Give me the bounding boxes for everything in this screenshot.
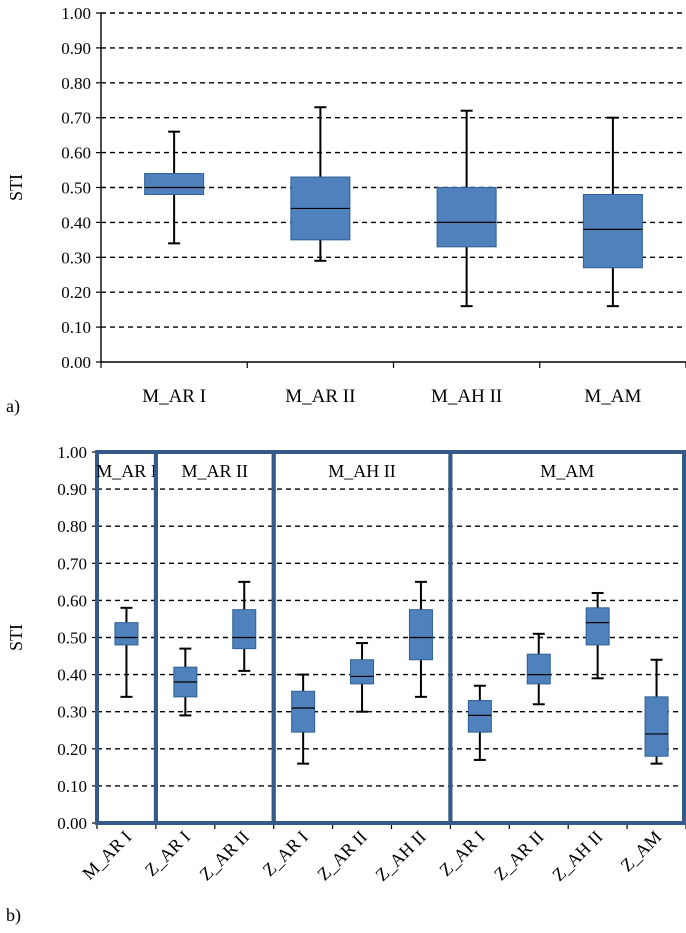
y-tick-label: 0.10 xyxy=(61,318,91,337)
y-tick-label: 0.10 xyxy=(57,777,87,796)
x-category-label: Z_AM xyxy=(617,827,666,876)
iqr-box xyxy=(232,609,257,650)
box-plot-6 xyxy=(408,580,433,698)
iqr-box xyxy=(585,607,610,646)
y-tick-label: 0.60 xyxy=(61,144,91,163)
box-plot-5 xyxy=(350,642,375,713)
y-tick-label: 0.70 xyxy=(57,554,87,573)
x-category-label: Z_AR II xyxy=(490,827,548,885)
iqr-box xyxy=(408,609,433,661)
panel-label: b) xyxy=(6,905,21,926)
panel-a-chart: 0.00 0.10 0.20 0.30 0.40 0.50 0.60 0.70 0.80 0.90… xyxy=(6,4,686,417)
y-tick-label: 1.00 xyxy=(57,443,87,462)
y-tick-label: 0.80 xyxy=(61,74,91,93)
box-plot-2 xyxy=(173,647,198,717)
y-tick-label: 0.20 xyxy=(61,283,91,302)
x-category-label: Z_AR I xyxy=(435,827,488,880)
y-tick-label: 0.00 xyxy=(57,814,87,833)
y-tick-label: 1.00 xyxy=(61,4,91,23)
y-tick-label: 0.50 xyxy=(57,629,87,648)
group-frame xyxy=(448,450,686,825)
iqr-box xyxy=(350,659,375,685)
y-axis-label: STI xyxy=(6,624,26,651)
iqr-box xyxy=(436,187,497,248)
x-category-label: M_AM xyxy=(584,386,641,407)
x-category-label: Z_AR I xyxy=(141,827,194,880)
box-plot-1 xyxy=(144,130,205,245)
box-plot-3 xyxy=(232,580,257,672)
y-tick-label: 0.30 xyxy=(61,248,91,267)
iqr-box xyxy=(644,696,669,757)
y-tick-label: 0.40 xyxy=(57,666,87,685)
iqr-box xyxy=(144,173,205,195)
group-label: M_AM xyxy=(540,461,594,481)
iqr-box xyxy=(467,700,492,733)
y-tick-label: 0.60 xyxy=(57,591,87,610)
x-category-label: M_AH II xyxy=(431,386,502,407)
y-tick-label: 0.40 xyxy=(61,213,91,232)
x-category-label: Z_AH II xyxy=(371,827,429,885)
group-label: M_AR II xyxy=(182,461,249,481)
iqr-box xyxy=(526,653,551,685)
y-tick-label: 0.90 xyxy=(57,480,87,499)
iqr-box xyxy=(114,622,139,646)
y-tick-label: 0.30 xyxy=(57,703,87,722)
iqr-box xyxy=(291,690,316,733)
group-label: M_AR I xyxy=(96,461,157,481)
box-plot-9 xyxy=(585,591,610,680)
x-category-label: Z_AR I xyxy=(259,827,312,880)
x-category-label: Z_AH II xyxy=(548,827,606,885)
y-tick-label: 0.00 xyxy=(61,353,91,372)
box-plot-10 xyxy=(644,658,669,765)
x-category-label: M_AR II xyxy=(285,386,355,407)
box-plot-4 xyxy=(582,116,643,308)
x-category-label: M_AR I xyxy=(78,827,135,884)
group-label: M_AH II xyxy=(328,461,396,481)
box-plot-8 xyxy=(526,632,551,706)
y-tick-label: 0.50 xyxy=(61,179,91,198)
y-tick-label: 0.90 xyxy=(61,39,91,58)
panel-b-chart: 0.00 0.10 0.20 0.30 0.40 0.50 0.60 0.70 0.80 0.90… xyxy=(6,443,686,926)
y-tick-label: 0.70 xyxy=(61,109,91,128)
box-plot-4 xyxy=(291,673,316,765)
box-plot-7 xyxy=(467,684,492,761)
iqr-box xyxy=(582,193,643,269)
y-axis-label: STI xyxy=(6,174,26,201)
panel-label: a) xyxy=(6,396,20,417)
box-plot-1 xyxy=(114,606,139,698)
box-plot-3 xyxy=(436,109,497,308)
x-category-label: M_AR I xyxy=(142,386,206,407)
x-category-label: Z_AR II xyxy=(313,827,371,885)
y-tick-label: 0.20 xyxy=(57,740,87,759)
x-category-label: Z_AR II xyxy=(195,827,253,885)
y-tick-label: 0.80 xyxy=(57,517,87,536)
box-plot-2 xyxy=(290,106,351,262)
